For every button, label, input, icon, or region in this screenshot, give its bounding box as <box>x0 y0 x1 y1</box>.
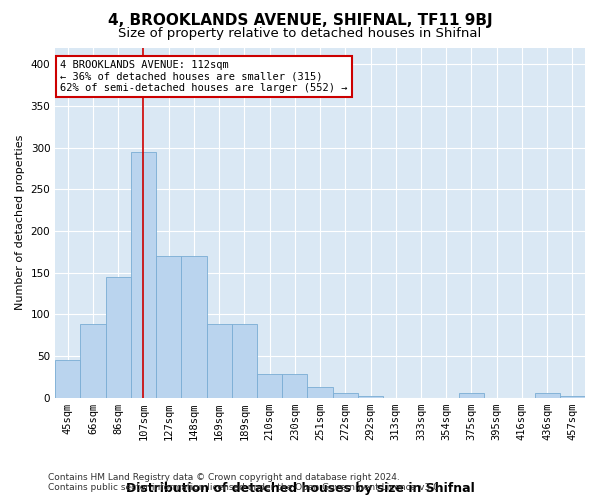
Text: Size of property relative to detached houses in Shifnal: Size of property relative to detached ho… <box>118 28 482 40</box>
Y-axis label: Number of detached properties: Number of detached properties <box>15 135 25 310</box>
Bar <box>181 256 206 398</box>
Bar <box>257 374 282 398</box>
Bar <box>106 277 131 398</box>
Bar <box>358 396 383 398</box>
Text: 4 BROOKLANDS AVENUE: 112sqm
← 36% of detached houses are smaller (315)
62% of se: 4 BROOKLANDS AVENUE: 112sqm ← 36% of det… <box>61 60 348 93</box>
Text: Contains HM Land Registry data © Crown copyright and database right 2024.
Contai: Contains HM Land Registry data © Crown c… <box>48 472 442 492</box>
Bar <box>206 324 232 398</box>
Bar <box>459 394 484 398</box>
Bar <box>131 152 156 398</box>
Bar <box>307 387 332 398</box>
Bar <box>232 324 257 398</box>
Text: Distribution of detached houses by size in Shifnal: Distribution of detached houses by size … <box>125 482 475 495</box>
Bar <box>80 324 106 398</box>
Bar <box>332 394 358 398</box>
Bar <box>282 374 307 398</box>
Bar <box>156 256 181 398</box>
Bar <box>560 396 585 398</box>
Bar <box>55 360 80 398</box>
Bar <box>535 394 560 398</box>
Text: 4, BROOKLANDS AVENUE, SHIFNAL, TF11 9BJ: 4, BROOKLANDS AVENUE, SHIFNAL, TF11 9BJ <box>107 12 493 28</box>
